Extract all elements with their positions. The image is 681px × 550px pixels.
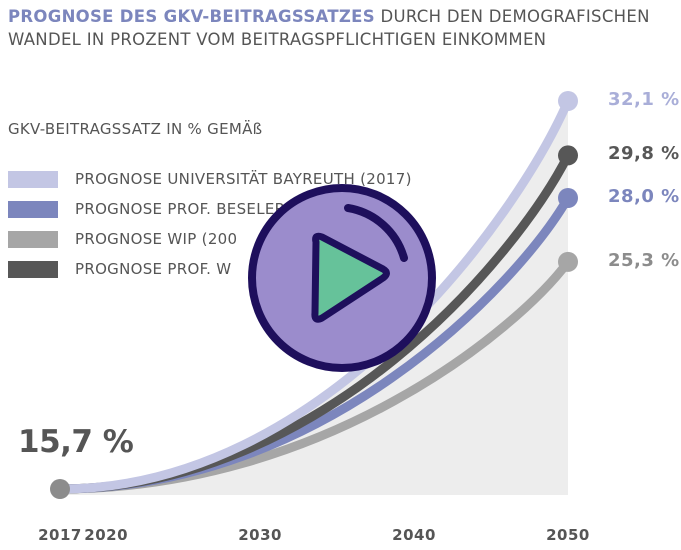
legend-swatch <box>8 171 58 188</box>
start-point <box>50 479 70 499</box>
start-value-label: 15,7 % <box>18 424 134 460</box>
legend-label: PROGNOSE PROF. BESELER <box>75 200 286 218</box>
chart-title-rest: DURCH DEN DEMOGRAFISCHEN WANDEL IN PROZE… <box>8 7 650 49</box>
chart-title-highlight: PROGNOSE DES GKV-BEITRAGSSATZES <box>8 7 375 26</box>
legend-label: PROGNOSE UNIVERSITÄT BAYREUTH (2017) <box>75 170 412 188</box>
play-button[interactable] <box>244 180 440 376</box>
x-tick-label: 2020 <box>84 526 129 544</box>
x-tick-label: 2040 <box>392 526 436 544</box>
legend-heading: GKV-BEITRAGSSATZ IN % GEMÄß <box>8 120 263 138</box>
end-label: 25,3 % <box>608 249 680 271</box>
legend-label: PROGNOSE WIP (200 <box>75 230 238 248</box>
play-button-arc <box>344 204 408 262</box>
legend-swatch <box>8 261 58 278</box>
series-end-point <box>558 145 578 166</box>
series-end-point <box>558 188 578 208</box>
play-button-icon <box>311 232 390 323</box>
x-tick-label: 2050 <box>546 526 590 544</box>
end-label: 28,0 % <box>608 186 680 207</box>
series-end-point <box>558 251 578 272</box>
chart-title: PROGNOSE DES GKV-BEITRAGSSATZES DURCH DE… <box>8 5 668 51</box>
series-end-point <box>558 91 578 111</box>
chart-area <box>60 101 568 495</box>
end-label: 29,8 % <box>608 143 680 165</box>
legend-swatch <box>8 231 58 248</box>
legend-swatch <box>8 201 58 218</box>
x-tick-label: 2030 <box>238 526 282 544</box>
legend-label: PROGNOSE PROF. W <box>75 260 232 278</box>
x-tick-label: 2017 <box>38 526 82 544</box>
end-label: 32,1 % <box>608 89 680 110</box>
